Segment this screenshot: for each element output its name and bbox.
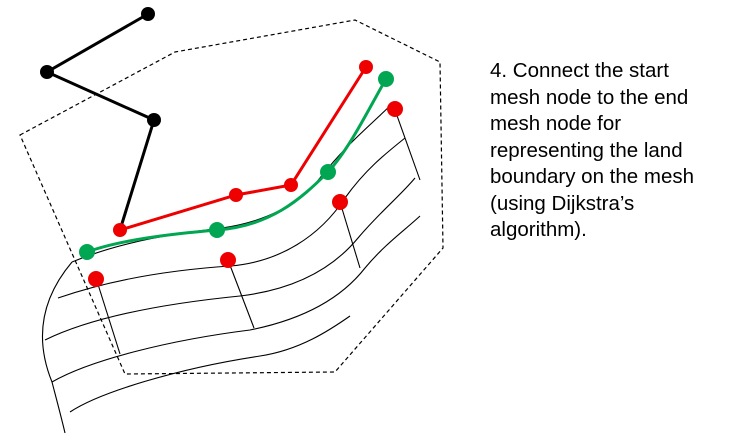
red-node bbox=[229, 188, 243, 202]
red-polyline bbox=[119, 66, 368, 232]
caption-line: mesh node for bbox=[490, 112, 622, 135]
caption-line: boundary on the mesh bbox=[490, 165, 694, 188]
caption-line: mesh node to the end bbox=[490, 85, 689, 109]
mesh-line-3 bbox=[44, 177, 416, 341]
mesh-line-5 bbox=[69, 315, 351, 413]
caption-line: representing the land bbox=[490, 138, 683, 162]
black-node bbox=[141, 7, 155, 21]
surface-mesh bbox=[41, 103, 421, 434]
red-mesh-node bbox=[387, 101, 403, 117]
black-polyline bbox=[43, 12, 156, 231]
black-node bbox=[40, 65, 54, 79]
mesh-line-2 bbox=[57, 137, 406, 299]
red-node bbox=[284, 178, 298, 192]
green-node bbox=[79, 244, 95, 260]
dashed-region-boundary bbox=[19, 19, 444, 375]
red-mesh-node bbox=[332, 194, 348, 210]
red-node bbox=[113, 223, 127, 237]
green-node bbox=[320, 164, 336, 180]
mesh-line-1 bbox=[71, 103, 393, 263]
red-mesh-node bbox=[220, 252, 236, 268]
green-node bbox=[378, 71, 394, 87]
mesh-cross-2 bbox=[227, 259, 255, 329]
mesh-cross-4 bbox=[394, 109, 421, 181]
caption-line: 4. Connect the start bbox=[490, 59, 669, 82]
red-projected-boundary bbox=[88, 60, 403, 287]
caption-line: algorithm). bbox=[490, 218, 587, 241]
mesh-left-edge bbox=[41, 261, 73, 434]
red-mesh-node bbox=[88, 271, 104, 287]
mesh-cross-3 bbox=[339, 201, 361, 269]
green-path-curve bbox=[86, 78, 388, 254]
green-node bbox=[209, 222, 225, 238]
mesh-line-4 bbox=[51, 215, 421, 383]
caption-line: (using Dijkstra’s bbox=[490, 191, 635, 215]
black-land-boundary bbox=[40, 7, 161, 231]
green-mesh-path bbox=[79, 71, 394, 260]
step-caption: 4. Connect the start mesh node to the en… bbox=[490, 58, 740, 244]
red-node bbox=[359, 60, 373, 74]
black-node bbox=[147, 113, 161, 127]
mesh-cross-1 bbox=[95, 277, 121, 355]
